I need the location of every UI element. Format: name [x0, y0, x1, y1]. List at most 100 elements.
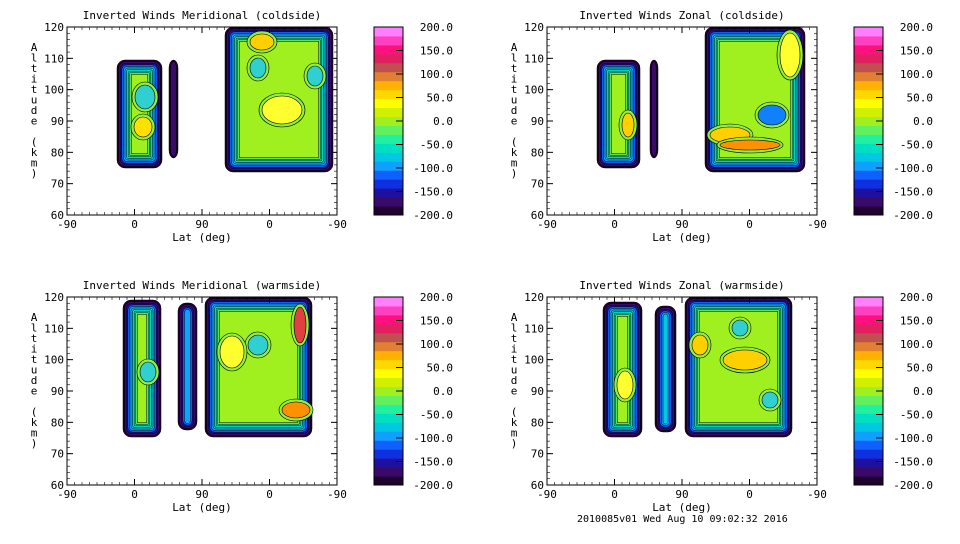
contour-band: [219, 335, 245, 369]
colorbar-band: [374, 170, 403, 180]
colorbar-label: -100.0: [413, 432, 453, 445]
colorbar-band: [374, 467, 403, 477]
colorbar-band: [854, 314, 883, 325]
colorbar-band: [374, 458, 403, 468]
colorbar-label: 150.0: [420, 315, 453, 328]
colorbar-band: [854, 71, 883, 82]
y-tick-label: 100: [524, 354, 544, 367]
contour-band: [281, 401, 311, 419]
colorbar-band: [374, 80, 403, 91]
colorbar-band: [374, 107, 403, 118]
colorbar-label: 200.0: [900, 21, 933, 34]
colorbar-band: [854, 359, 883, 370]
colorbar-label: 0.0: [433, 115, 453, 128]
colorbar-band: [374, 449, 403, 459]
contour-band: [249, 33, 275, 51]
colorbar-label: -100.0: [413, 162, 453, 175]
x-tick-label: -90: [537, 218, 557, 231]
y-tick-label: 90: [51, 385, 64, 398]
colorbar-band: [374, 197, 403, 207]
colorbar-band: [374, 332, 403, 343]
contour-band: [662, 313, 669, 425]
y-tick-label: 120: [524, 291, 544, 304]
y-tick-label: 120: [44, 291, 64, 304]
x-tick-label: 90: [675, 488, 688, 501]
colorbar-label: 50.0: [427, 362, 454, 375]
colorbar-band: [374, 395, 403, 405]
colorbar-band: [374, 179, 403, 189]
contour-band: [779, 32, 801, 78]
colorbar-band: [374, 98, 403, 109]
colorbar-band: [854, 107, 883, 118]
colorbar-band: [374, 134, 403, 144]
colorbar-band: [374, 440, 403, 450]
colorbar-band: [854, 116, 883, 126]
contour-band: [731, 319, 749, 337]
x-tick-label: 90: [195, 218, 208, 231]
colorbar-band: [854, 35, 883, 46]
colorbar-band: [374, 476, 403, 486]
x-tick-label: -90: [807, 218, 827, 231]
colorbar-band: [374, 386, 403, 396]
colorbar-band: [374, 62, 403, 73]
colorbar-band: [854, 413, 883, 423]
colorbar-band: [854, 27, 883, 37]
colorbar-label: 0.0: [913, 115, 933, 128]
y-tick-label: 100: [524, 84, 544, 97]
colorbar-label: -200.0: [893, 209, 933, 222]
colorbar-label: 50.0: [907, 92, 934, 105]
colorbar-label: 200.0: [420, 291, 453, 304]
x-tick-label: -90: [807, 488, 827, 501]
panel-title: Inverted Winds Meridional (coldside): [83, 9, 321, 22]
colorbar-band: [854, 386, 883, 396]
colorbar-band: [854, 53, 883, 64]
colorbar-band: [854, 98, 883, 109]
colorbar-label: 100.0: [900, 338, 933, 351]
colorbar-band: [854, 440, 883, 450]
colorbar-band: [854, 89, 883, 100]
colorbar-band: [374, 27, 403, 37]
colorbar-band: [854, 197, 883, 207]
x-tick-label: -90: [537, 488, 557, 501]
y-tick-label: 60: [531, 209, 544, 222]
y-tick-label: 60: [531, 479, 544, 492]
colorbar-band: [374, 116, 403, 126]
colorbar: 200.0 150.0 100.0 50.0 0.0 -50.0 -100.0 -150.0 -…: [853, 21, 934, 222]
colorbar-label: 200.0: [420, 21, 453, 34]
y-tick-label: 70: [51, 448, 64, 461]
colorbar-band: [374, 314, 403, 325]
x-tick-label: 0: [266, 488, 273, 501]
contour-band: [306, 65, 324, 87]
colorbar-band: [854, 323, 883, 334]
y-tick-label: 90: [531, 385, 544, 398]
x-tick-label: 0: [131, 488, 138, 501]
contour-band: [616, 370, 634, 400]
colorbar-band: [854, 152, 883, 162]
colorbar-band: [854, 404, 883, 414]
colorbar-label: 150.0: [420, 45, 453, 58]
y-tick-label: 120: [524, 21, 544, 34]
colorbar-label: 100.0: [420, 338, 453, 351]
colorbar-band: [854, 305, 883, 316]
colorbar-label: -150.0: [893, 456, 933, 469]
colorbar-band: [854, 449, 883, 459]
colorbar-band: [854, 341, 883, 352]
colorbar-band: [374, 71, 403, 82]
colorbar-band: [374, 323, 403, 334]
y-tick-label: 60: [51, 209, 64, 222]
x-axis-label: Lat (deg): [172, 231, 232, 244]
y-tick-label: 60: [51, 479, 64, 492]
colorbar-label: 50.0: [907, 362, 934, 375]
panel-title: Inverted Winds Zonal (coldside): [579, 9, 784, 22]
colorbar-label: 0.0: [913, 385, 933, 398]
colorbar-band: [854, 179, 883, 189]
colorbar-band: [374, 368, 403, 379]
y-tick-label: 110: [524, 52, 544, 65]
data-region: [116, 59, 163, 169]
colorbar-label: 50.0: [427, 92, 454, 105]
contour-panel-3: Inverted Winds Meridional (warmside) -90 0…: [31, 279, 453, 514]
